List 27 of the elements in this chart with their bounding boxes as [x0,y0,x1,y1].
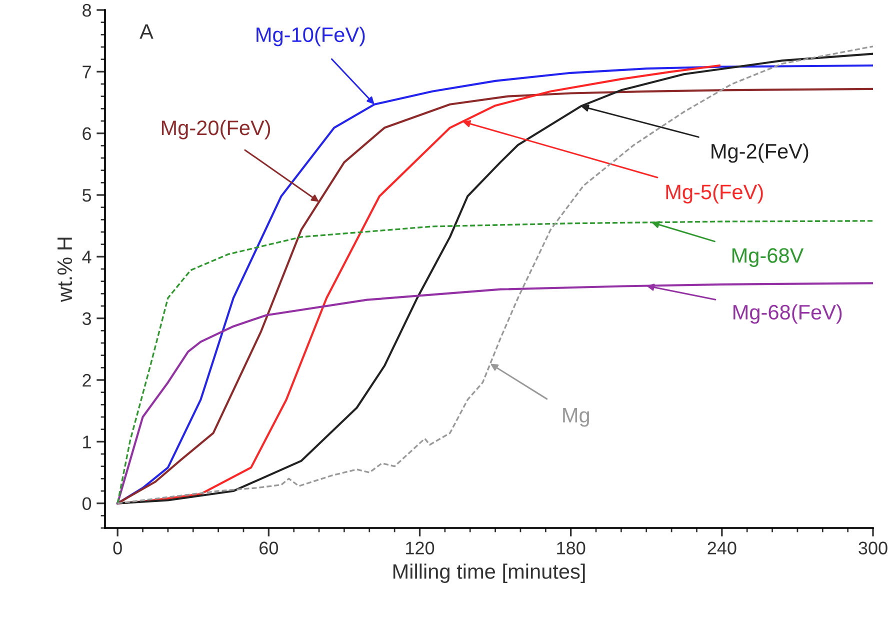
y-tick-label: 2 [82,374,91,387]
line-series [116,282,873,504]
y-axis-title: wt.% H [57,238,72,302]
y-tick-label: 4 [82,250,92,264]
y-tick-label: 6 [82,127,92,140]
x-tick-label: 60 [260,542,278,554]
series-label: Mg-68(FeV) [734,304,842,324]
text: Mg-10(FeV) [256,26,365,46]
text: Mg-5(FeV) [666,184,763,204]
line-series [116,220,873,504]
y-tick-label: 7 [82,66,91,78]
x-axis-title: Milling time [minutes] [393,564,585,583]
y-tick-label: 5 [82,189,92,202]
x-tick-label: 120 [406,542,434,554]
y-tick-label: 3 [82,312,92,326]
y-tick-label: 1 [83,436,91,448]
text: Mg-2(FeV) [712,143,808,163]
text: Mg [563,408,589,427]
y-tick-label: 8 [82,4,92,17]
y-tick-label: 0 [82,497,92,510]
x-tick-label: 180 [557,542,586,554]
series-label: Mg-68V [732,248,804,267]
text: Mg-20(FeV) [162,120,270,140]
x-tick-label: 300 [858,542,888,554]
x-tick-label: 0 [113,542,122,554]
annotation: A [140,24,154,39]
x-tick-label: 240 [708,542,736,554]
